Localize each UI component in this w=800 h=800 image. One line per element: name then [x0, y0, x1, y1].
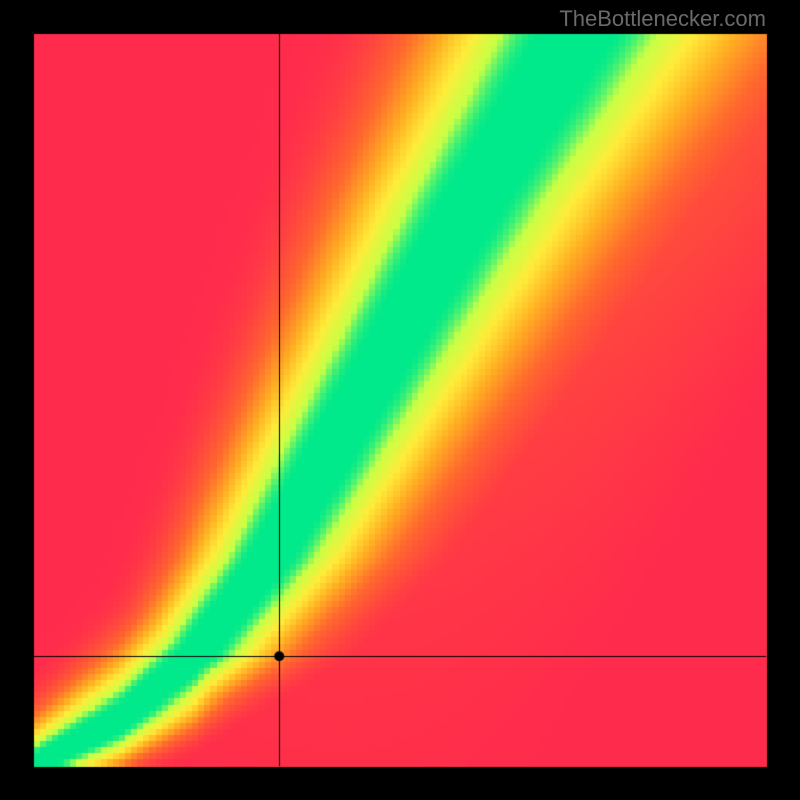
watermark-text: TheBottlenecker.com	[559, 6, 766, 32]
bottleneck-heatmap	[0, 0, 800, 800]
